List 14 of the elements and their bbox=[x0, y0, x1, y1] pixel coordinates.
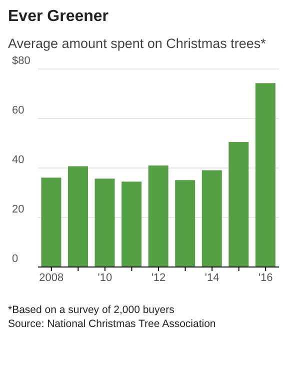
chart-title: Ever Greener bbox=[8, 8, 110, 26]
y-tick-label: $80 bbox=[12, 55, 30, 67]
y-tick-label: 40 bbox=[12, 154, 24, 166]
x-tick-label: '16 bbox=[258, 272, 273, 284]
y-tick-label: 0 bbox=[12, 253, 18, 265]
x-tick-label: '12 bbox=[151, 272, 166, 284]
x-tick-label: '10 bbox=[98, 272, 112, 284]
y-tick-label: 20 bbox=[12, 204, 24, 216]
y-tick-label: 60 bbox=[12, 104, 24, 116]
chart-subtitle: Average amount spent on Christmas trees* bbox=[8, 36, 267, 51]
text: *Based on a survey of 2,000 buyers bbox=[8, 303, 176, 317]
source-note: Source: National Christmas Tree Association bbox=[8, 317, 217, 331]
x-tick-label: '14 bbox=[204, 272, 220, 284]
x-tick-label: 2008 bbox=[39, 272, 64, 284]
